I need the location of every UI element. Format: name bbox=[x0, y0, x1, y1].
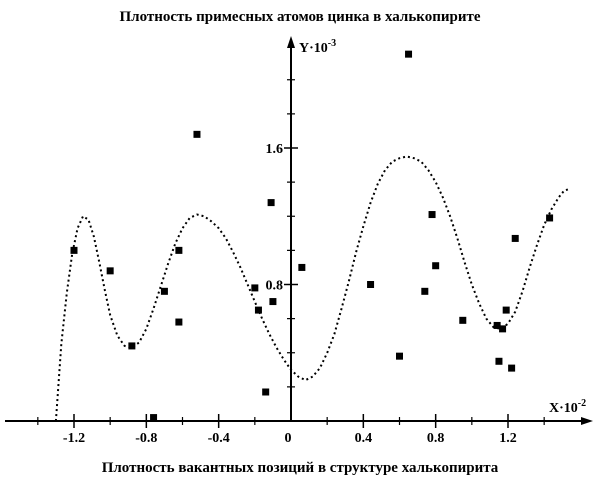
y-axis-multiplier: ·10 bbox=[309, 41, 328, 56]
data-point bbox=[128, 342, 136, 350]
data-point bbox=[251, 284, 259, 292]
y-tick-label: 0.8 bbox=[266, 279, 284, 294]
plot-area: -1.2 -0.8 -0.4 0.4 0.8 1.2 0.8 1.6 bbox=[5, 36, 593, 446]
chart-title: Плотность примесных атомов цинка в хальк… bbox=[119, 9, 480, 25]
data-point bbox=[546, 214, 554, 222]
data-point bbox=[495, 357, 503, 365]
data-point bbox=[396, 352, 403, 360]
data-point bbox=[193, 130, 201, 138]
x-tick-label: 1.2 bbox=[499, 431, 517, 446]
y-axis-exponent: -3 bbox=[328, 38, 336, 49]
data-point bbox=[269, 298, 277, 306]
x-tick-label: -0.4 bbox=[208, 431, 230, 446]
data-point bbox=[150, 414, 158, 422]
origin-label: 0 bbox=[285, 431, 292, 446]
x-axis-arrow bbox=[581, 417, 593, 425]
x-tick-label: 0.8 bbox=[427, 431, 445, 446]
fit-curve bbox=[54, 155, 570, 422]
data-point bbox=[106, 267, 114, 275]
x-axis-caption: Плотность вакантных позиций в структуре … bbox=[102, 460, 499, 476]
data-point bbox=[298, 263, 306, 271]
data-point bbox=[493, 321, 501, 329]
y-tick-label: 1.6 bbox=[266, 142, 284, 157]
data-point bbox=[432, 262, 440, 270]
data-point bbox=[160, 287, 168, 295]
x-axis-multiplier: ·10 bbox=[559, 401, 578, 416]
data-point bbox=[254, 306, 262, 314]
x-axis-letter: X bbox=[549, 401, 559, 416]
data-point bbox=[428, 211, 436, 219]
data-point bbox=[267, 199, 275, 207]
data-point bbox=[499, 325, 507, 333]
x-tick-label: 0.4 bbox=[355, 431, 373, 446]
x-tick-label: -0.8 bbox=[135, 431, 157, 446]
y-axis-letter: Y bbox=[299, 41, 309, 56]
x-tick-label: -1.2 bbox=[63, 431, 85, 446]
data-point bbox=[421, 287, 429, 295]
data-point bbox=[175, 318, 183, 326]
data-point bbox=[459, 316, 467, 324]
data-point bbox=[502, 306, 510, 314]
x-axis-exponent: -2 bbox=[578, 398, 586, 409]
y-axis-arrow bbox=[287, 36, 295, 48]
data-point bbox=[262, 388, 270, 396]
data-point bbox=[367, 281, 375, 288]
data-point bbox=[175, 246, 183, 254]
data-point bbox=[70, 246, 78, 254]
y-axis-name: Y·10-3 bbox=[299, 38, 336, 56]
data-point bbox=[405, 50, 413, 58]
data-point bbox=[508, 364, 516, 372]
x-axis-name: X·10-2 bbox=[549, 398, 586, 416]
data-point bbox=[511, 234, 519, 242]
